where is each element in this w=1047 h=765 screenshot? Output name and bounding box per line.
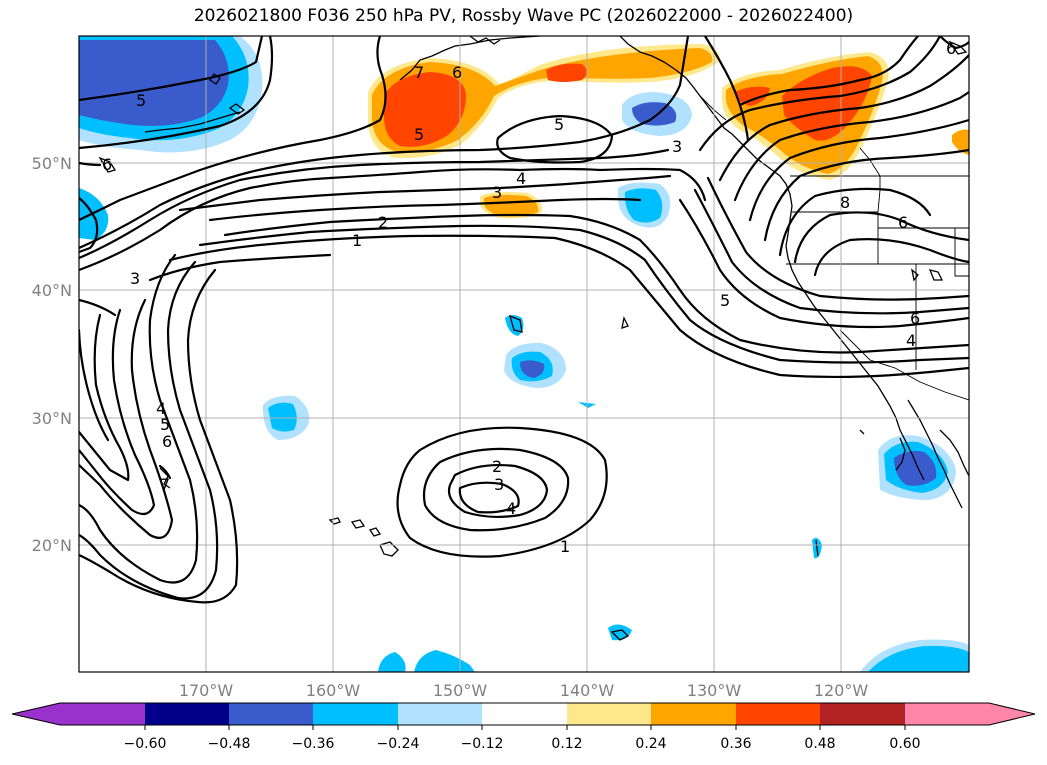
lon-label: 140°W bbox=[560, 681, 615, 700]
latitude-labels: 50°N 40°N 30°N 20°N bbox=[32, 154, 72, 555]
contour-label: 4 bbox=[906, 331, 916, 350]
contour-label: 5 bbox=[136, 91, 146, 110]
colorbar-tick-label: 0.12 bbox=[551, 736, 582, 752]
contour-label: 3 bbox=[494, 475, 504, 494]
lat-label: 30°N bbox=[32, 409, 72, 428]
lon-label: 170°W bbox=[179, 681, 234, 700]
map-title: 2026021800 F036 250 hPa PV, Rossby Wave … bbox=[193, 6, 854, 26]
contour-label: 1 bbox=[560, 537, 570, 556]
colorbar-segment bbox=[398, 703, 482, 725]
colorbar-tick-label: −0.24 bbox=[377, 736, 420, 752]
gridlines bbox=[79, 36, 969, 672]
contour-label: 5 bbox=[720, 291, 730, 310]
contour-label: 6 bbox=[162, 432, 172, 451]
contour-label: 2 bbox=[378, 213, 388, 232]
lat-label: 50°N bbox=[32, 154, 72, 173]
colorbar-tick-label: 0.36 bbox=[720, 736, 751, 752]
lat-label: 20°N bbox=[32, 536, 72, 555]
map-frame bbox=[78, 35, 970, 673]
contour-label: 5 bbox=[160, 415, 170, 434]
colorbar-segment bbox=[567, 703, 651, 725]
contour-label: 7 bbox=[160, 475, 170, 494]
contour-label: 3 bbox=[492, 183, 502, 202]
colorbar-segment bbox=[820, 703, 905, 725]
pv-contour-labels: 5 6 7 5 5 6 6 3 4 3 2 1 3 6 8 5 6 4 4 5 … bbox=[102, 39, 956, 556]
colorbar-extend-max bbox=[989, 703, 1035, 725]
contour-label: 3 bbox=[672, 137, 682, 156]
contour-label: 5 bbox=[414, 125, 424, 144]
colorbar-tick-label: −0.60 bbox=[124, 736, 167, 752]
lon-label: 130°W bbox=[687, 681, 742, 700]
colorbar-tick-label: −0.36 bbox=[292, 736, 335, 752]
contour-label: 4 bbox=[506, 499, 516, 518]
contour-label: 7 bbox=[414, 63, 424, 82]
colorbar-segment bbox=[905, 703, 989, 725]
colorbar-outline bbox=[11, 702, 1036, 726]
coastlines bbox=[98, 36, 969, 641]
colorbar-segment bbox=[145, 703, 229, 725]
contour-label: 6 bbox=[452, 63, 462, 82]
colorbar-extend-min bbox=[12, 703, 60, 725]
contour-label: 5 bbox=[554, 115, 564, 134]
longitude-labels: 170°W 160°W 150°W 140°W 130°W 120°W bbox=[179, 681, 869, 700]
contour-label: 2 bbox=[492, 457, 502, 476]
contour-label: 8 bbox=[840, 193, 850, 212]
colorbar-segment bbox=[482, 703, 567, 725]
colorbar-segment bbox=[651, 703, 736, 725]
contour-label: 4 bbox=[156, 399, 166, 418]
colorbar-tick-label: −0.48 bbox=[208, 736, 251, 752]
colorbar: −0.60 −0.48 −0.36 −0.24 −0.12 0.12 0.24 … bbox=[11, 702, 1036, 752]
colorbar-segment bbox=[229, 703, 313, 725]
colorbar-tick-label: 0.24 bbox=[635, 736, 666, 752]
lon-label: 150°W bbox=[433, 681, 488, 700]
contour-label: 4 bbox=[516, 169, 526, 188]
colorbar-tick-label: 0.48 bbox=[804, 736, 835, 752]
colorbar-segment bbox=[60, 703, 145, 725]
lon-label: 160°W bbox=[306, 681, 361, 700]
contour-label: 6 bbox=[946, 39, 956, 58]
contour-label: 1 bbox=[352, 231, 362, 250]
colorbar-segment bbox=[736, 703, 820, 725]
contour-label: 6 bbox=[102, 155, 112, 174]
colorbar-tick-label: 0.60 bbox=[889, 736, 920, 752]
contour-label: 6 bbox=[898, 213, 908, 232]
lat-label: 40°N bbox=[32, 281, 72, 300]
colorbar-tick-label: −0.12 bbox=[461, 736, 504, 752]
contour-label: 3 bbox=[130, 269, 140, 288]
pv-contours bbox=[79, 36, 969, 604]
contour-label: 6 bbox=[910, 309, 920, 328]
lon-label: 120°W bbox=[814, 681, 869, 700]
map-plot-area: 5 6 7 5 5 6 6 3 4 3 2 1 3 6 8 5 6 4 4 5 … bbox=[79, 36, 969, 672]
colorbar-segment bbox=[313, 703, 398, 725]
